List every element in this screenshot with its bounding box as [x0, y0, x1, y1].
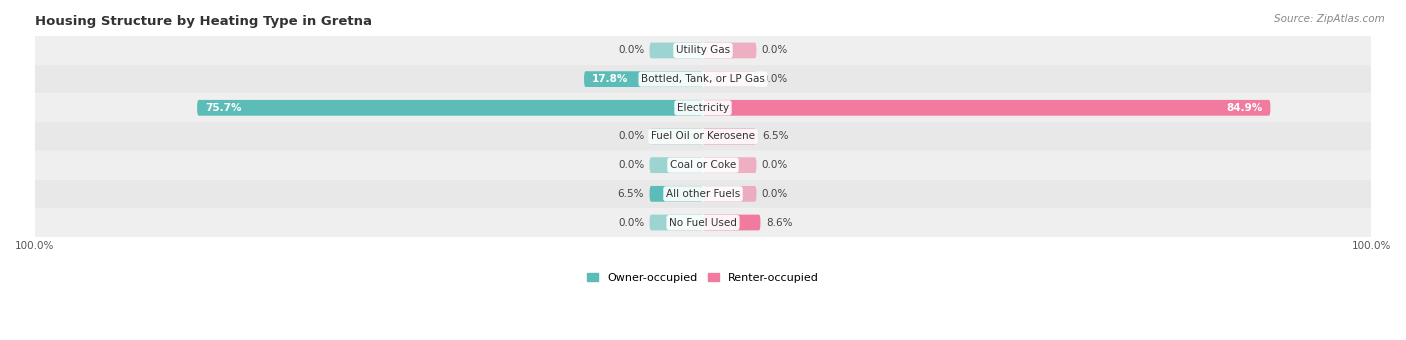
- Text: 0.0%: 0.0%: [619, 218, 644, 227]
- Text: All other Fuels: All other Fuels: [666, 189, 740, 199]
- FancyBboxPatch shape: [35, 122, 1371, 151]
- FancyBboxPatch shape: [703, 100, 1271, 116]
- Legend: Owner-occupied, Renter-occupied: Owner-occupied, Renter-occupied: [582, 269, 824, 288]
- FancyBboxPatch shape: [35, 65, 1371, 94]
- Text: 0.0%: 0.0%: [762, 189, 787, 199]
- Text: No Fuel Used: No Fuel Used: [669, 218, 737, 227]
- FancyBboxPatch shape: [703, 215, 761, 231]
- Text: 0.0%: 0.0%: [762, 74, 787, 84]
- FancyBboxPatch shape: [35, 180, 1371, 208]
- Text: 17.8%: 17.8%: [592, 74, 628, 84]
- FancyBboxPatch shape: [650, 157, 703, 173]
- FancyBboxPatch shape: [583, 71, 703, 87]
- Text: 75.7%: 75.7%: [205, 103, 242, 113]
- FancyBboxPatch shape: [35, 151, 1371, 180]
- Text: 0.0%: 0.0%: [762, 160, 787, 170]
- Text: 0.0%: 0.0%: [619, 160, 644, 170]
- FancyBboxPatch shape: [35, 36, 1371, 65]
- Text: Fuel Oil or Kerosene: Fuel Oil or Kerosene: [651, 132, 755, 141]
- FancyBboxPatch shape: [703, 71, 756, 87]
- Text: Bottled, Tank, or LP Gas: Bottled, Tank, or LP Gas: [641, 74, 765, 84]
- FancyBboxPatch shape: [703, 157, 756, 173]
- Text: 0.0%: 0.0%: [762, 46, 787, 55]
- Text: Utility Gas: Utility Gas: [676, 46, 730, 55]
- FancyBboxPatch shape: [703, 42, 756, 58]
- FancyBboxPatch shape: [703, 129, 756, 144]
- Text: Coal or Coke: Coal or Coke: [669, 160, 737, 170]
- Text: 8.6%: 8.6%: [766, 218, 793, 227]
- FancyBboxPatch shape: [703, 186, 756, 202]
- Text: 84.9%: 84.9%: [1226, 103, 1263, 113]
- Text: Source: ZipAtlas.com: Source: ZipAtlas.com: [1274, 14, 1385, 23]
- Text: 0.0%: 0.0%: [619, 46, 644, 55]
- Text: 6.5%: 6.5%: [762, 132, 789, 141]
- FancyBboxPatch shape: [35, 94, 1371, 122]
- FancyBboxPatch shape: [650, 42, 703, 58]
- Text: 6.5%: 6.5%: [617, 189, 644, 199]
- FancyBboxPatch shape: [650, 186, 703, 202]
- FancyBboxPatch shape: [650, 129, 703, 144]
- Text: 0.0%: 0.0%: [619, 132, 644, 141]
- FancyBboxPatch shape: [650, 215, 703, 231]
- FancyBboxPatch shape: [35, 208, 1371, 237]
- Text: Electricity: Electricity: [676, 103, 730, 113]
- FancyBboxPatch shape: [197, 100, 703, 116]
- Text: Housing Structure by Heating Type in Gretna: Housing Structure by Heating Type in Gre…: [35, 15, 371, 28]
